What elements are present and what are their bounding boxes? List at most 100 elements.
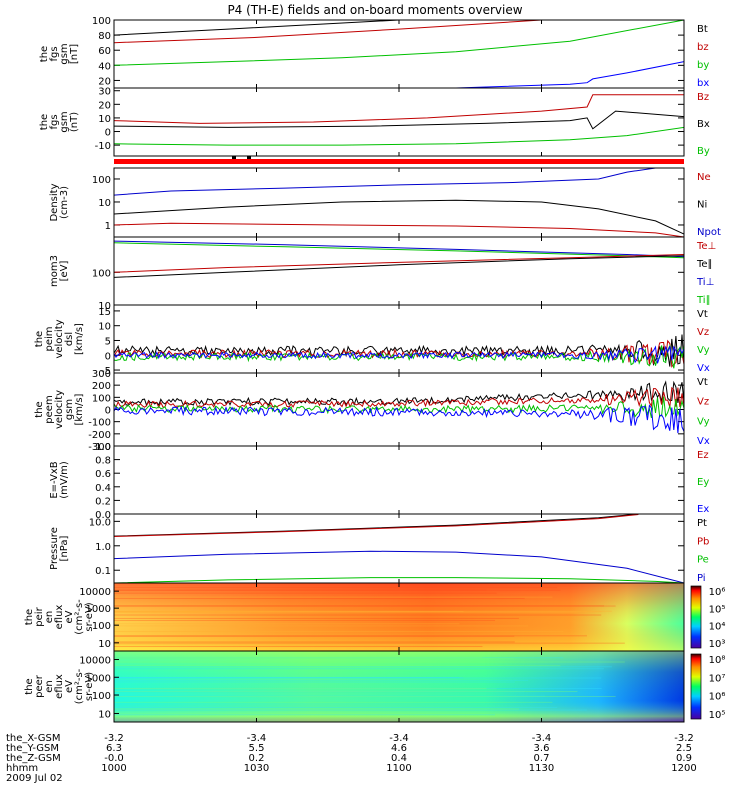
y-axis-label: [nT]	[69, 44, 80, 64]
series-line-Npot	[113, 167, 656, 196]
y-tick-label: 10000	[79, 656, 111, 667]
legend-label: Ex	[697, 504, 709, 515]
y-tick-label: 1.0	[95, 542, 111, 553]
spectrogram-streak	[114, 644, 546, 646]
y-axis-label: the	[39, 46, 50, 62]
ephemeris-row-label: the_Z-GSM	[6, 753, 61, 764]
y-axis-label: (cm²-s-	[74, 668, 85, 704]
spectrogram-streak	[114, 714, 496, 716]
spectrogram-streak	[114, 614, 602, 616]
ephemeris-value: -3.4	[389, 733, 409, 744]
legend-label: Te⊥	[696, 241, 716, 252]
spectrogram-streak	[114, 687, 487, 689]
ephemeris-value: 2.5	[676, 743, 692, 754]
legend-label: Vy	[697, 416, 710, 427]
y-axis-label: the	[34, 401, 45, 417]
y-tick-label: -100	[88, 418, 111, 429]
series-line-Ni	[113, 199, 685, 235]
y-tick-label: 0.0	[95, 510, 111, 521]
y-tick-label: 100	[92, 393, 111, 404]
panel-frame	[113, 513, 685, 584]
ephemeris-value: -3.2	[674, 733, 694, 744]
y-axis-label: (cm²-s-	[74, 599, 85, 635]
colorbar-tick-label: 10⁵	[709, 710, 726, 721]
panel-9: 10 100 1000 10000 10³ 10⁴ 10⁵ 10⁶ the peir en eflux…	[24, 582, 726, 652]
y-axis-label: sr-eV)	[84, 672, 95, 701]
y-axis-label: [nPa]	[59, 535, 70, 561]
series-line-Te⊥	[113, 254, 685, 273]
spectrogram-streak	[114, 642, 625, 644]
legend-label: Ey	[697, 477, 709, 488]
legend-label: bx	[697, 78, 709, 89]
colorbar-tick-label: 10³	[709, 639, 726, 650]
ephemeris-value: -3.4	[532, 733, 552, 744]
y-tick-label: 1000	[86, 604, 111, 615]
y-tick-label: 100	[92, 16, 111, 27]
legend-label: Vt	[697, 377, 708, 388]
series-line-Vz	[113, 386, 685, 409]
y-tick-label: 200	[92, 381, 111, 392]
legend-label: by	[697, 60, 709, 71]
spectrogram-streak	[114, 596, 553, 598]
colorbar-tick-label: 10⁴	[709, 622, 726, 633]
legend-label: Ni	[697, 200, 707, 211]
spectrogram-streak	[114, 668, 605, 670]
legend-label: Npot	[697, 227, 721, 238]
legend-label: Vx	[697, 363, 710, 374]
series-line-Vt	[113, 380, 685, 407]
spectrogram-streak	[114, 635, 515, 637]
ephemeris-value: 1100	[386, 763, 411, 774]
y-tick-label: 100	[92, 691, 111, 702]
y-axis-label: velocity	[54, 390, 65, 429]
series-line-Vx	[113, 404, 685, 434]
panel-frame	[113, 445, 685, 515]
y-axis-label: sr-eV)	[84, 602, 95, 631]
colorbar-tick-label: 10⁷	[709, 673, 726, 684]
y-axis-label: [eV]	[59, 261, 70, 282]
panel-7: 0.0 0.2 0.4 0.6 0.8 1.0 Ez Ey Ex E=-VxB (mV/m)	[49, 442, 709, 521]
spectrogram-streak	[114, 666, 612, 668]
legend-label: Pi	[697, 573, 706, 584]
legend-label: Vy	[697, 345, 710, 356]
y-axis-label: dsl	[64, 332, 75, 346]
ephemeris-value: 1030	[244, 763, 269, 774]
legend-label: Pt	[697, 518, 707, 529]
y-axis-label: the	[24, 678, 35, 694]
date-label: 2009 Jul 02	[6, 773, 63, 784]
legend-label: Te∥	[696, 259, 713, 270]
spectrogram-streak	[114, 619, 496, 621]
y-axis-label: peim	[44, 326, 55, 351]
panel-4: 10 100 Te⊥ Te∥ Ti⊥ Ti∥ mom3 [eV]	[49, 236, 716, 312]
y-tick-label: 300	[92, 369, 111, 380]
spectrogram-streak	[114, 597, 525, 599]
y-axis-label: peem	[44, 395, 55, 423]
legend-label: Pe	[697, 555, 709, 566]
legend-label: Ti⊥	[696, 277, 714, 288]
spectrogram-streak	[114, 657, 564, 659]
spectrogram-streak	[114, 589, 561, 591]
y-axis-label: the	[24, 609, 35, 625]
y-tick-label: 10	[98, 198, 111, 209]
spectrogram-streak	[114, 611, 464, 613]
spectrogram-streak	[114, 679, 529, 681]
series-line-Ti⊥	[113, 240, 685, 258]
y-tick-label: 5	[105, 336, 111, 347]
y-tick-label: 0.1	[95, 566, 111, 577]
legend-label: Bx	[697, 119, 710, 130]
ephemeris-value: 3.6	[534, 743, 550, 754]
y-axis-label: peer	[34, 674, 45, 698]
legend-label: Vz	[697, 327, 709, 338]
y-tick-label: -5	[101, 366, 111, 377]
page-title: P4 (TH-E) fields and on-board moments ov…	[227, 3, 522, 17]
y-tick-label: 0	[105, 406, 111, 417]
y-tick-label: 0	[105, 351, 111, 362]
spectrogram-streak	[114, 701, 553, 703]
y-tick-label: 10	[98, 639, 111, 650]
series-line-By	[113, 126, 685, 146]
mode-flag-bar	[114, 159, 684, 164]
y-tick-label: 10	[98, 322, 111, 333]
colorbar-tick-label: 10⁶	[709, 692, 726, 703]
spectrogram-streak	[114, 708, 519, 710]
y-axis-label: [km/s]	[74, 323, 85, 355]
